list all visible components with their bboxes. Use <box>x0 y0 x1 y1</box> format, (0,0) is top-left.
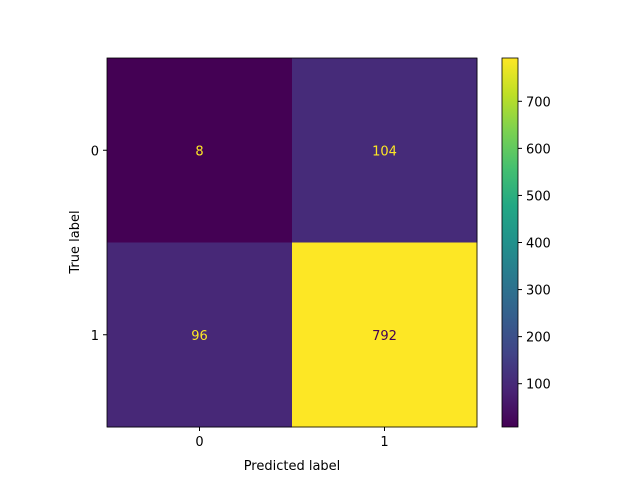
heatmap-cells <box>107 58 478 428</box>
cell-value-label: 792 <box>372 329 397 344</box>
cell-labels: 8 104 96 792 <box>191 144 397 344</box>
colorbar-tick-label: 200 <box>526 331 551 346</box>
heatmap-cell <box>107 242 293 428</box>
x-axis-label: Predicted label <box>244 459 341 474</box>
colorbar-tick-label: 300 <box>526 284 551 299</box>
cell-value-label: 96 <box>191 329 208 344</box>
colorbar <box>501 57 519 428</box>
colorbar-tick-label: 700 <box>526 95 551 110</box>
x-tick-label: 1 <box>380 435 388 450</box>
heatmap-cell <box>107 58 293 243</box>
colorbar-tick-label: 400 <box>526 237 551 252</box>
x-tick-label: 0 <box>195 435 203 450</box>
colorbar-tick-label: 500 <box>526 189 551 204</box>
cell-value-label: 8 <box>195 144 203 159</box>
heatmap-cell <box>292 58 478 243</box>
colorbar-tick-label: 100 <box>526 378 551 393</box>
plot-frame <box>106 57 478 428</box>
heatmap-cell <box>292 242 478 428</box>
y-axis-label: True label <box>68 210 83 274</box>
axes: 0 1 0 1 <box>91 144 389 450</box>
colorbar-tick-label: 600 <box>526 142 551 157</box>
colorbar-ticks: 100 200 300 400 500 600 700 <box>518 95 551 393</box>
cell-value-label: 104 <box>372 144 397 159</box>
y-tick-label: 1 <box>91 329 99 344</box>
y-tick-label: 0 <box>91 144 99 159</box>
